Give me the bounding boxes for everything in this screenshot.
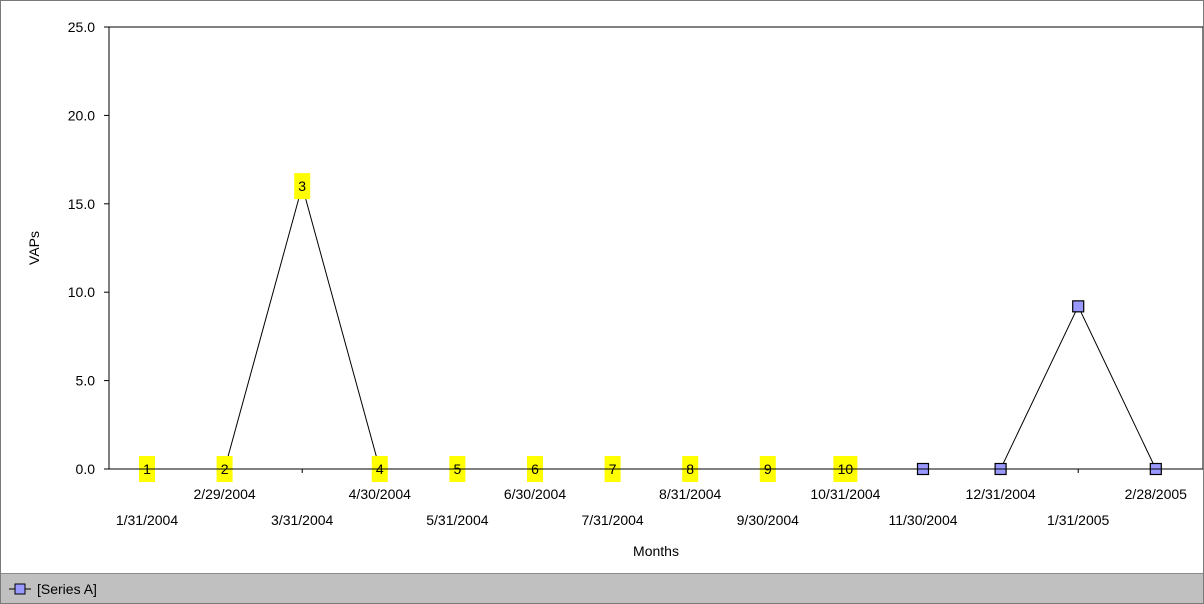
y-axis-title: VAPs [26, 231, 42, 265]
x-tick-label: 7/31/2004 [581, 512, 643, 528]
y-tick-label: 5.0 [76, 373, 96, 389]
x-tick-label: 11/30/2004 [888, 512, 957, 528]
x-tick-label: 12/31/2004 [966, 486, 1036, 502]
x-tick-label: 9/30/2004 [737, 512, 799, 528]
legend-bar: [Series A] [1, 573, 1203, 603]
x-tick-label: 4/30/2004 [349, 486, 411, 502]
y-tick-label: 15.0 [68, 196, 95, 212]
x-tick-label: 2/28/2005 [1125, 486, 1187, 502]
x-tick-label: 8/31/2004 [659, 486, 721, 502]
series-lines [147, 184, 1157, 470]
y-tick-label: 0.0 [76, 461, 96, 477]
annotation-label: 3 [298, 178, 306, 194]
annotation-box [294, 173, 311, 200]
data-point-marker [1072, 300, 1085, 313]
y-tick-label: 10.0 [68, 284, 95, 300]
x-tick-label: 1/31/2004 [116, 512, 178, 528]
annotation-labels: 1 234 5 6 7 8 9 10 [139, 173, 858, 482]
x-tick-label: 5/31/2004 [426, 512, 488, 528]
legend-label: [Series A] [37, 580, 97, 597]
x-tick-label: 2/29/2004 [193, 486, 255, 502]
line-chart: 0.0 5.0 10.0 15.0 20.0 25.0 1/31/2004 2/29/200… [26, 19, 1203, 559]
legend-item[interactable]: [Series A] [9, 581, 97, 597]
x-tick-label: 10/31/2004 [810, 486, 880, 502]
x-tick-label: 6/30/2004 [504, 486, 566, 502]
plot-area [108, 26, 1203, 470]
y-tick-label: 20.0 [68, 107, 95, 123]
series-line [147, 184, 1157, 470]
x-axis-ticks: 1/31/2004 2/29/2004 3/31/2004 4/30/2004 5/31… [116, 469, 1187, 528]
square-marker-line-icon [9, 583, 31, 594]
y-tick-label: 25.0 [68, 19, 95, 35]
x-tick-label: 3/31/2004 [271, 512, 333, 528]
y-axis-ticks: 0.0 5.0 10.0 15.0 20.0 25.0 [68, 19, 109, 477]
x-tick-label: 1/31/2005 [1047, 512, 1109, 528]
x-axis-title: Months [633, 543, 679, 559]
